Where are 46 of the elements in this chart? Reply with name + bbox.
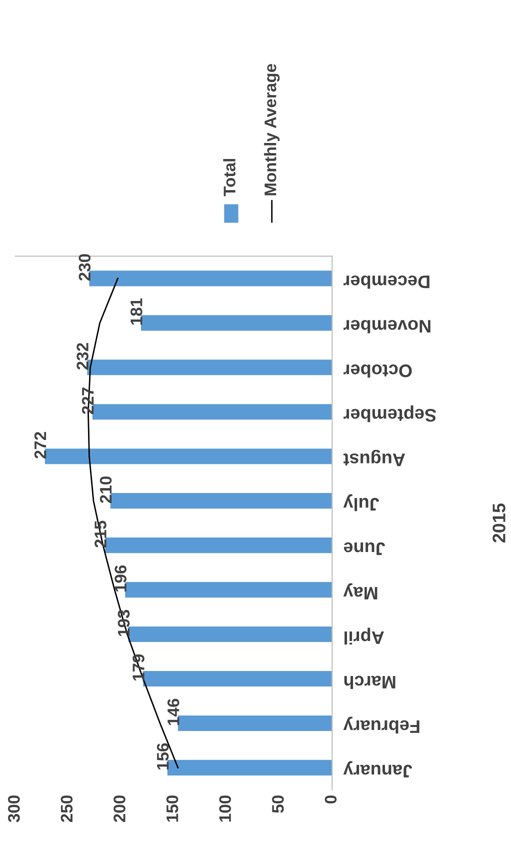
y-tick-label: December [344, 275, 430, 289]
bar [89, 270, 332, 286]
x-tick-label: 50 [272, 795, 284, 813]
bar [128, 626, 332, 642]
data-label: 196 [114, 565, 126, 592]
x-tick-label: 100 [219, 795, 232, 822]
x-tick-label: 150 [166, 795, 178, 822]
bar [110, 493, 332, 509]
y-axis-title: 2015 [492, 503, 506, 543]
x-tick-label: 250 [60, 795, 73, 822]
data-label: 232 [76, 343, 88, 370]
y-tick-label: June [344, 542, 386, 555]
y-tick-label: May [343, 583, 378, 600]
y-tick-label: February [343, 716, 420, 734]
text: Monthly Average [264, 64, 280, 196]
y-tick-label: March [344, 676, 396, 690]
data-label: 181 [130, 298, 142, 325]
y-tick-label: November [344, 320, 430, 334]
data-label: 215 [94, 520, 106, 548]
bar [167, 760, 332, 776]
y-tick-label: January [343, 761, 412, 778]
y-tick-label: August [343, 450, 405, 466]
data-label: 156 [156, 743, 169, 770]
x-tick-label: 300 [8, 795, 20, 822]
data-label: 272 [34, 432, 46, 459]
data-label: 230 [78, 254, 91, 281]
bar [92, 404, 332, 420]
data-label: 193 [118, 610, 130, 636]
y-tick-label: July [343, 494, 380, 512]
bar [141, 315, 332, 331]
bar [143, 670, 332, 687]
y-tick-label: April [344, 628, 384, 645]
y-tick-label: September [344, 405, 436, 422]
bar [87, 360, 332, 376]
bar [178, 715, 332, 732]
text: Total [223, 159, 236, 196]
bar [44, 448, 332, 464]
data-label: 146 [167, 698, 180, 725]
y-tick-label: October [344, 364, 412, 378]
x-tick-label: 200 [114, 795, 126, 822]
data-label: 210 [100, 476, 112, 504]
bar [105, 538, 332, 554]
bar [125, 582, 332, 598]
data-label: 227 [82, 388, 94, 414]
data-label: 179 [132, 654, 144, 680]
x-tick-label: 0 [324, 795, 337, 804]
